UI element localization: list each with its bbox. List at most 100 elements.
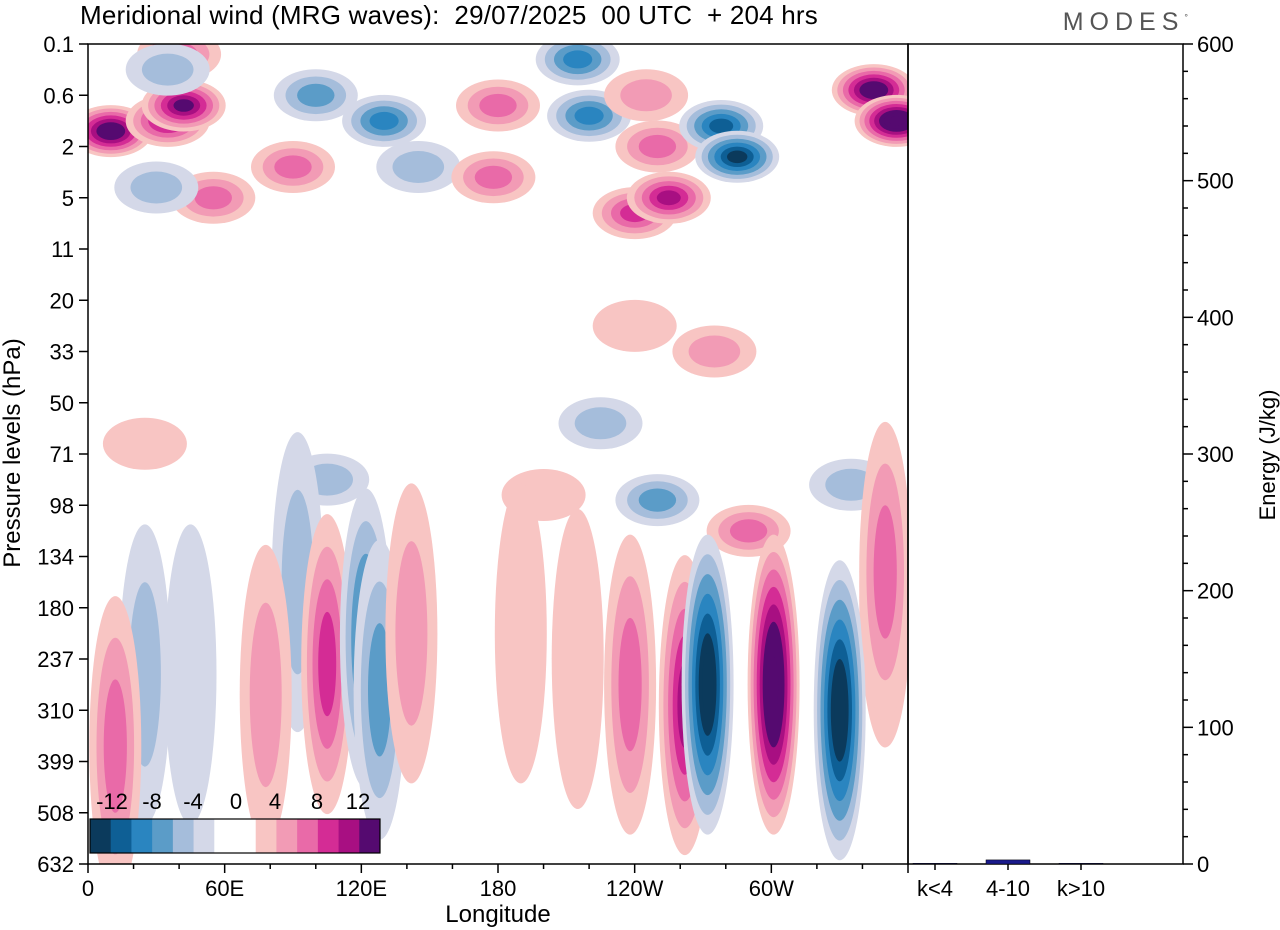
x-axis-label: Longitude [445,901,550,928]
contour-region [638,134,677,159]
energy-bar [1058,863,1104,865]
y-tick-label: 11 [51,237,74,262]
contour-region [392,151,445,183]
contour-region [141,53,194,86]
colorbar-swatch [214,819,236,853]
y-tick-label: 0.1 [43,32,74,57]
y-tick-label: 0.6 [43,83,74,108]
energy-tick-label: 200 [1197,579,1234,604]
energy-tick-label: 600 [1197,32,1234,57]
energy-tick-label: 100 [1197,715,1234,740]
colorbar-swatch [317,819,339,853]
energy-bar [985,859,1031,865]
colorbar-swatch [338,819,360,853]
contour-region [563,50,593,69]
x-tick-label: 180 [480,876,517,901]
colorbar-label: -8 [142,789,162,814]
energy-tick-label: 500 [1197,169,1234,194]
contour-region [130,171,183,204]
y-tick-label: 399 [37,750,74,775]
contour-region [102,125,120,137]
x-tick-label: 60W [749,876,794,901]
category-label: k>10 [1057,876,1105,901]
y-tick-label: 5 [62,186,74,211]
colorbar-swatch [152,819,174,853]
contour-region [494,483,547,784]
energy-bar [912,863,958,865]
colorbar-swatch [193,819,215,853]
contour-region [702,653,714,717]
category-label: 4-10 [986,876,1030,901]
x-tick-label: 60E [205,876,244,901]
y-tick-label: 310 [37,698,74,723]
axes: 0.1 0.6 2 5 11 20 33 50 71 98 134 180 237 310 399 508 63… [37,32,1233,901]
y-tick-label: 98 [50,493,74,518]
x-tick-label: 0 [82,876,94,901]
contour-region [249,602,282,788]
y-tick-label: 180 [37,596,74,621]
colorbar-swatch [297,819,319,853]
x-tick-label: 120E [336,876,387,901]
contour-region [369,111,399,130]
contour-region [727,150,748,164]
y-tick-label: 20 [50,288,74,313]
contour-region [729,519,768,543]
energy-tick-label: 400 [1197,305,1234,330]
contour-region [656,190,681,206]
y-tick-label: 71 [50,442,74,467]
category-label: k<4 [917,876,953,901]
contour-region [873,505,897,639]
contour-region [395,541,428,726]
logo-text: MODES [1062,8,1185,36]
y-axis-label: Pressure levels (hPa) [0,338,26,567]
energy-panel-frame [907,43,1184,865]
y-tick-label: 508 [37,801,74,826]
contour-region [834,678,846,742]
colorbar-swatch [131,819,153,853]
colorbar-swatch [235,819,257,853]
colorbar-swatch [172,819,194,853]
contour-region [103,679,127,813]
contour-region [888,116,905,126]
logo-mark: ° [1184,12,1188,23]
colorbar-swatch [359,819,381,853]
colorbar-swatch [276,819,298,853]
contour-region [709,118,734,134]
wind-contour-field [88,44,908,864]
y-tick-label: 50 [50,391,74,416]
energy-axis-label: Energy (J/kg) [1255,390,1280,521]
contour-region [620,79,672,112]
contour-region [164,524,217,825]
colorbar-label: -4 [183,789,203,814]
contour-region [551,509,604,809]
contour-region [479,93,517,118]
y-tick-label: 33 [50,340,74,365]
energy-bars: k<4 4-10 k>10 [912,859,1105,901]
colorbar-label: 12 [346,789,370,814]
contour-region [474,165,513,189]
energy-tick-label: 300 [1197,442,1234,467]
contour-region [102,417,187,470]
x-tick-label: 120W [606,876,664,901]
contour-region [173,99,194,112]
colorbar-label: 4 [269,789,281,814]
y-tick-label: 134 [37,545,74,570]
contour-region [592,299,677,352]
contour-region [274,155,312,179]
y-tick-label: 2 [62,135,74,160]
contour-region [638,488,677,512]
colorbar-swatch [255,819,277,853]
contour-region [368,623,392,757]
colorbar-swatch [90,819,112,853]
colorbar: -12 -8 -4 0 4 8 12 [89,789,381,854]
modes-logo: MODES° [1063,8,1188,37]
contour-region [194,186,232,210]
contour-region [574,106,604,125]
colorbar-swatch [110,819,132,853]
y-tick-label: 632 [37,852,74,877]
contour-region [618,617,642,752]
contour-region [574,407,627,440]
chart-title: Meridional wind (MRG waves): 29/07/2025 … [80,0,818,30]
colorbar-label: 8 [311,789,323,814]
